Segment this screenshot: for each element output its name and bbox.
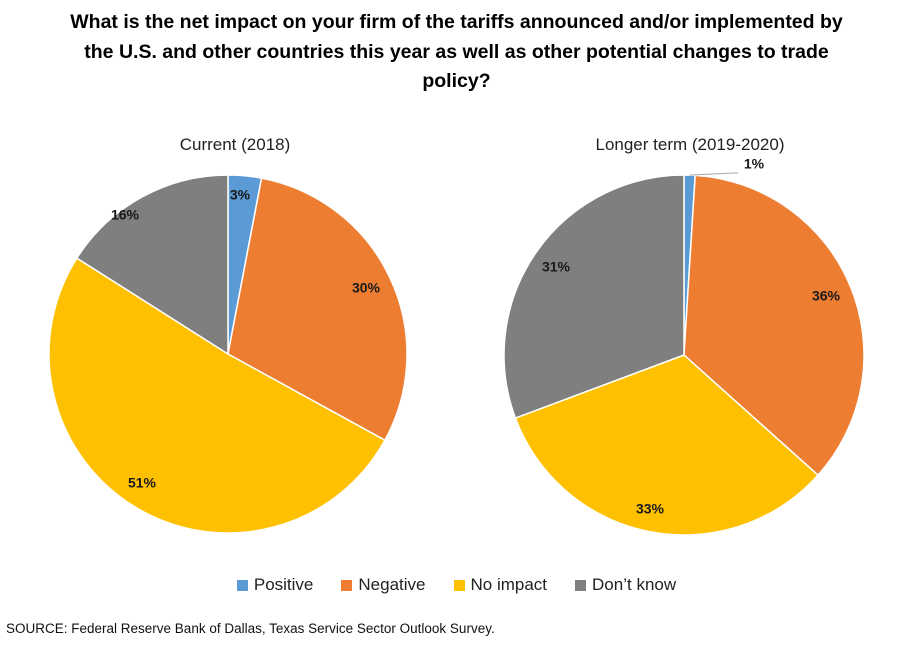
legend-label: Negative <box>358 575 426 594</box>
pie-slice-no-impact <box>514 354 820 536</box>
legend-item-no-impact: No impact <box>453 575 548 595</box>
pie-chart-2: Longer term (2019-2020) 1% 36% 33% 31% <box>503 135 865 536</box>
data-label-positive: 3% <box>230 187 251 203</box>
data-label-positive: 1% <box>744 156 765 172</box>
pie-slice-negative <box>227 177 408 442</box>
legend-swatch <box>341 579 353 591</box>
data-label-negative: 36% <box>812 288 841 304</box>
pie-slice-no-impact <box>48 257 386 534</box>
pie-subtitle: Current (2018) <box>180 135 291 154</box>
legend-swatch <box>236 579 248 591</box>
data-label-no-impact: 51% <box>128 475 157 491</box>
data-label-don-t-know: 16% <box>111 207 140 223</box>
legend-swatch <box>575 579 587 591</box>
leader-line <box>689 172 738 176</box>
legend-item-don-t-know: Don’t know <box>575 575 676 595</box>
pie-chart-1: Current (2018) 3% 30% 51% 16% <box>48 135 408 534</box>
legend-item-positive: Positive <box>236 575 314 595</box>
data-label-no-impact: 33% <box>636 501 665 517</box>
legend-label: Don’t know <box>592 575 677 594</box>
legend-swatch <box>453 579 465 591</box>
pie-slice-don-t-know <box>503 174 685 419</box>
pie-slice-don-t-know <box>75 174 229 356</box>
pie-charts-canvas: Current (2018) 3% 30% 51% 16% Longer term (20… <box>48 135 865 536</box>
data-label-don-t-know: 31% <box>542 259 571 275</box>
chart-title: What is the net impact on your firm of t… <box>70 11 843 92</box>
source-note: SOURCE: Federal Reserve Bank of Dallas, … <box>6 621 495 636</box>
legend: Positive Negative No impact Don’t know <box>0 575 913 595</box>
pie-slice-negative <box>683 174 865 477</box>
data-label-negative: 30% <box>352 280 381 296</box>
pie-subtitle: Longer term (2019-2020) <box>595 135 784 154</box>
legend-item-negative: Negative <box>341 575 426 595</box>
legend-label: No impact <box>470 575 548 594</box>
legend-label: Positive <box>253 575 314 594</box>
